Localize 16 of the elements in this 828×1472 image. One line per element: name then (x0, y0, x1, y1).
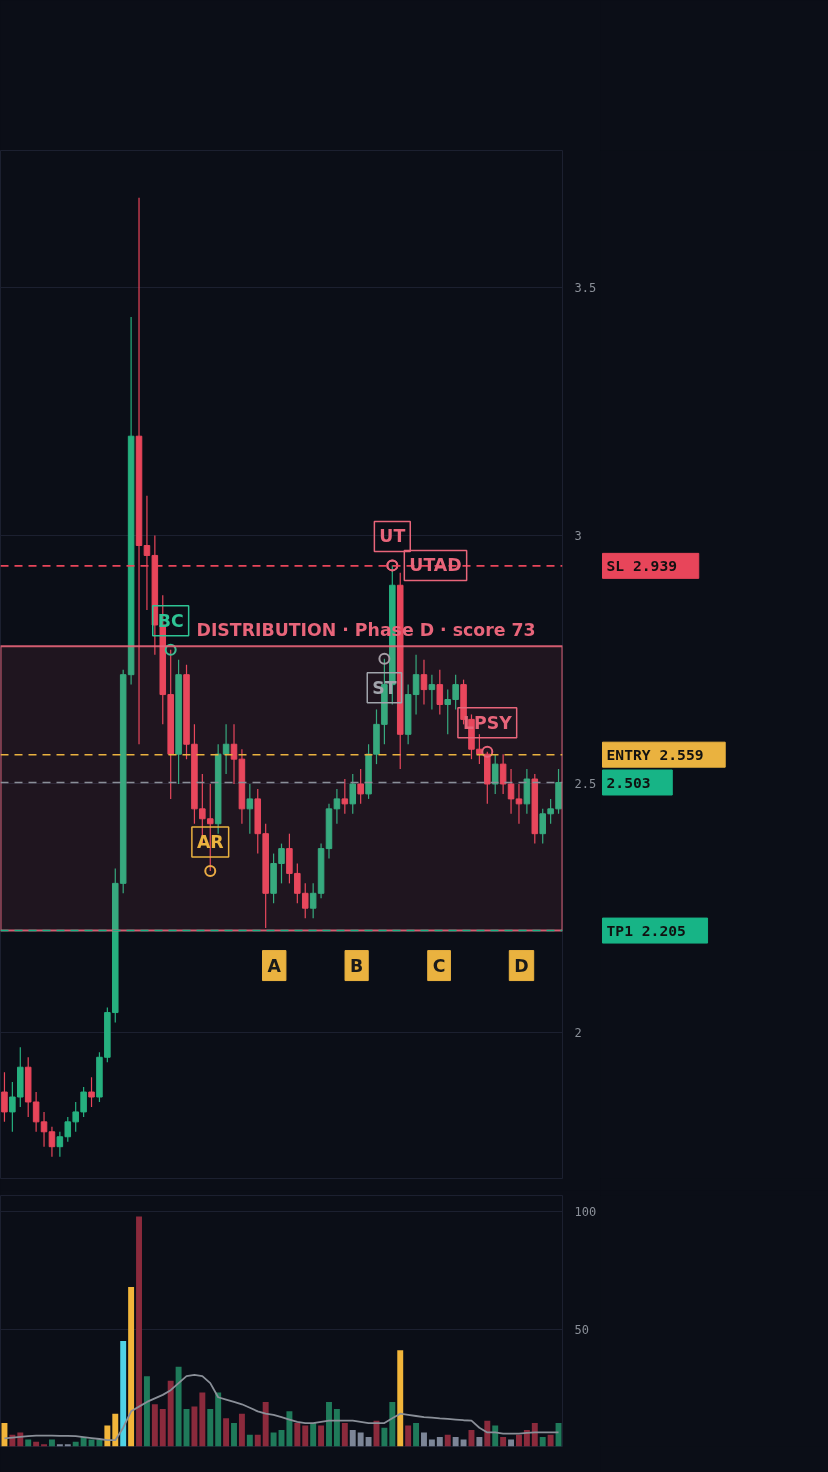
y-tick-label: 100 (574, 1205, 597, 1220)
y-tick-label: 2 (574, 1025, 582, 1040)
ref-line-label: TP1 2.205 (606, 922, 686, 940)
annotation: UTAD (409, 555, 462, 576)
ref-line-label: SL 2.939 (606, 557, 678, 575)
ref-line-label: ENTRY 2.559 (606, 746, 704, 764)
annotation: C (432, 955, 446, 976)
annotation: UT (379, 526, 406, 547)
ref-line-label: 2.503 (606, 774, 651, 791)
annotation: B (350, 955, 364, 976)
y-tick-label: 2.5 (574, 777, 597, 792)
y-tick-label: 3 (574, 529, 582, 544)
annotation: A (267, 955, 282, 976)
y-tick-label: 3.5 (574, 280, 597, 295)
annotation: D (514, 955, 529, 976)
y-tick-label: 50 (574, 1322, 589, 1337)
